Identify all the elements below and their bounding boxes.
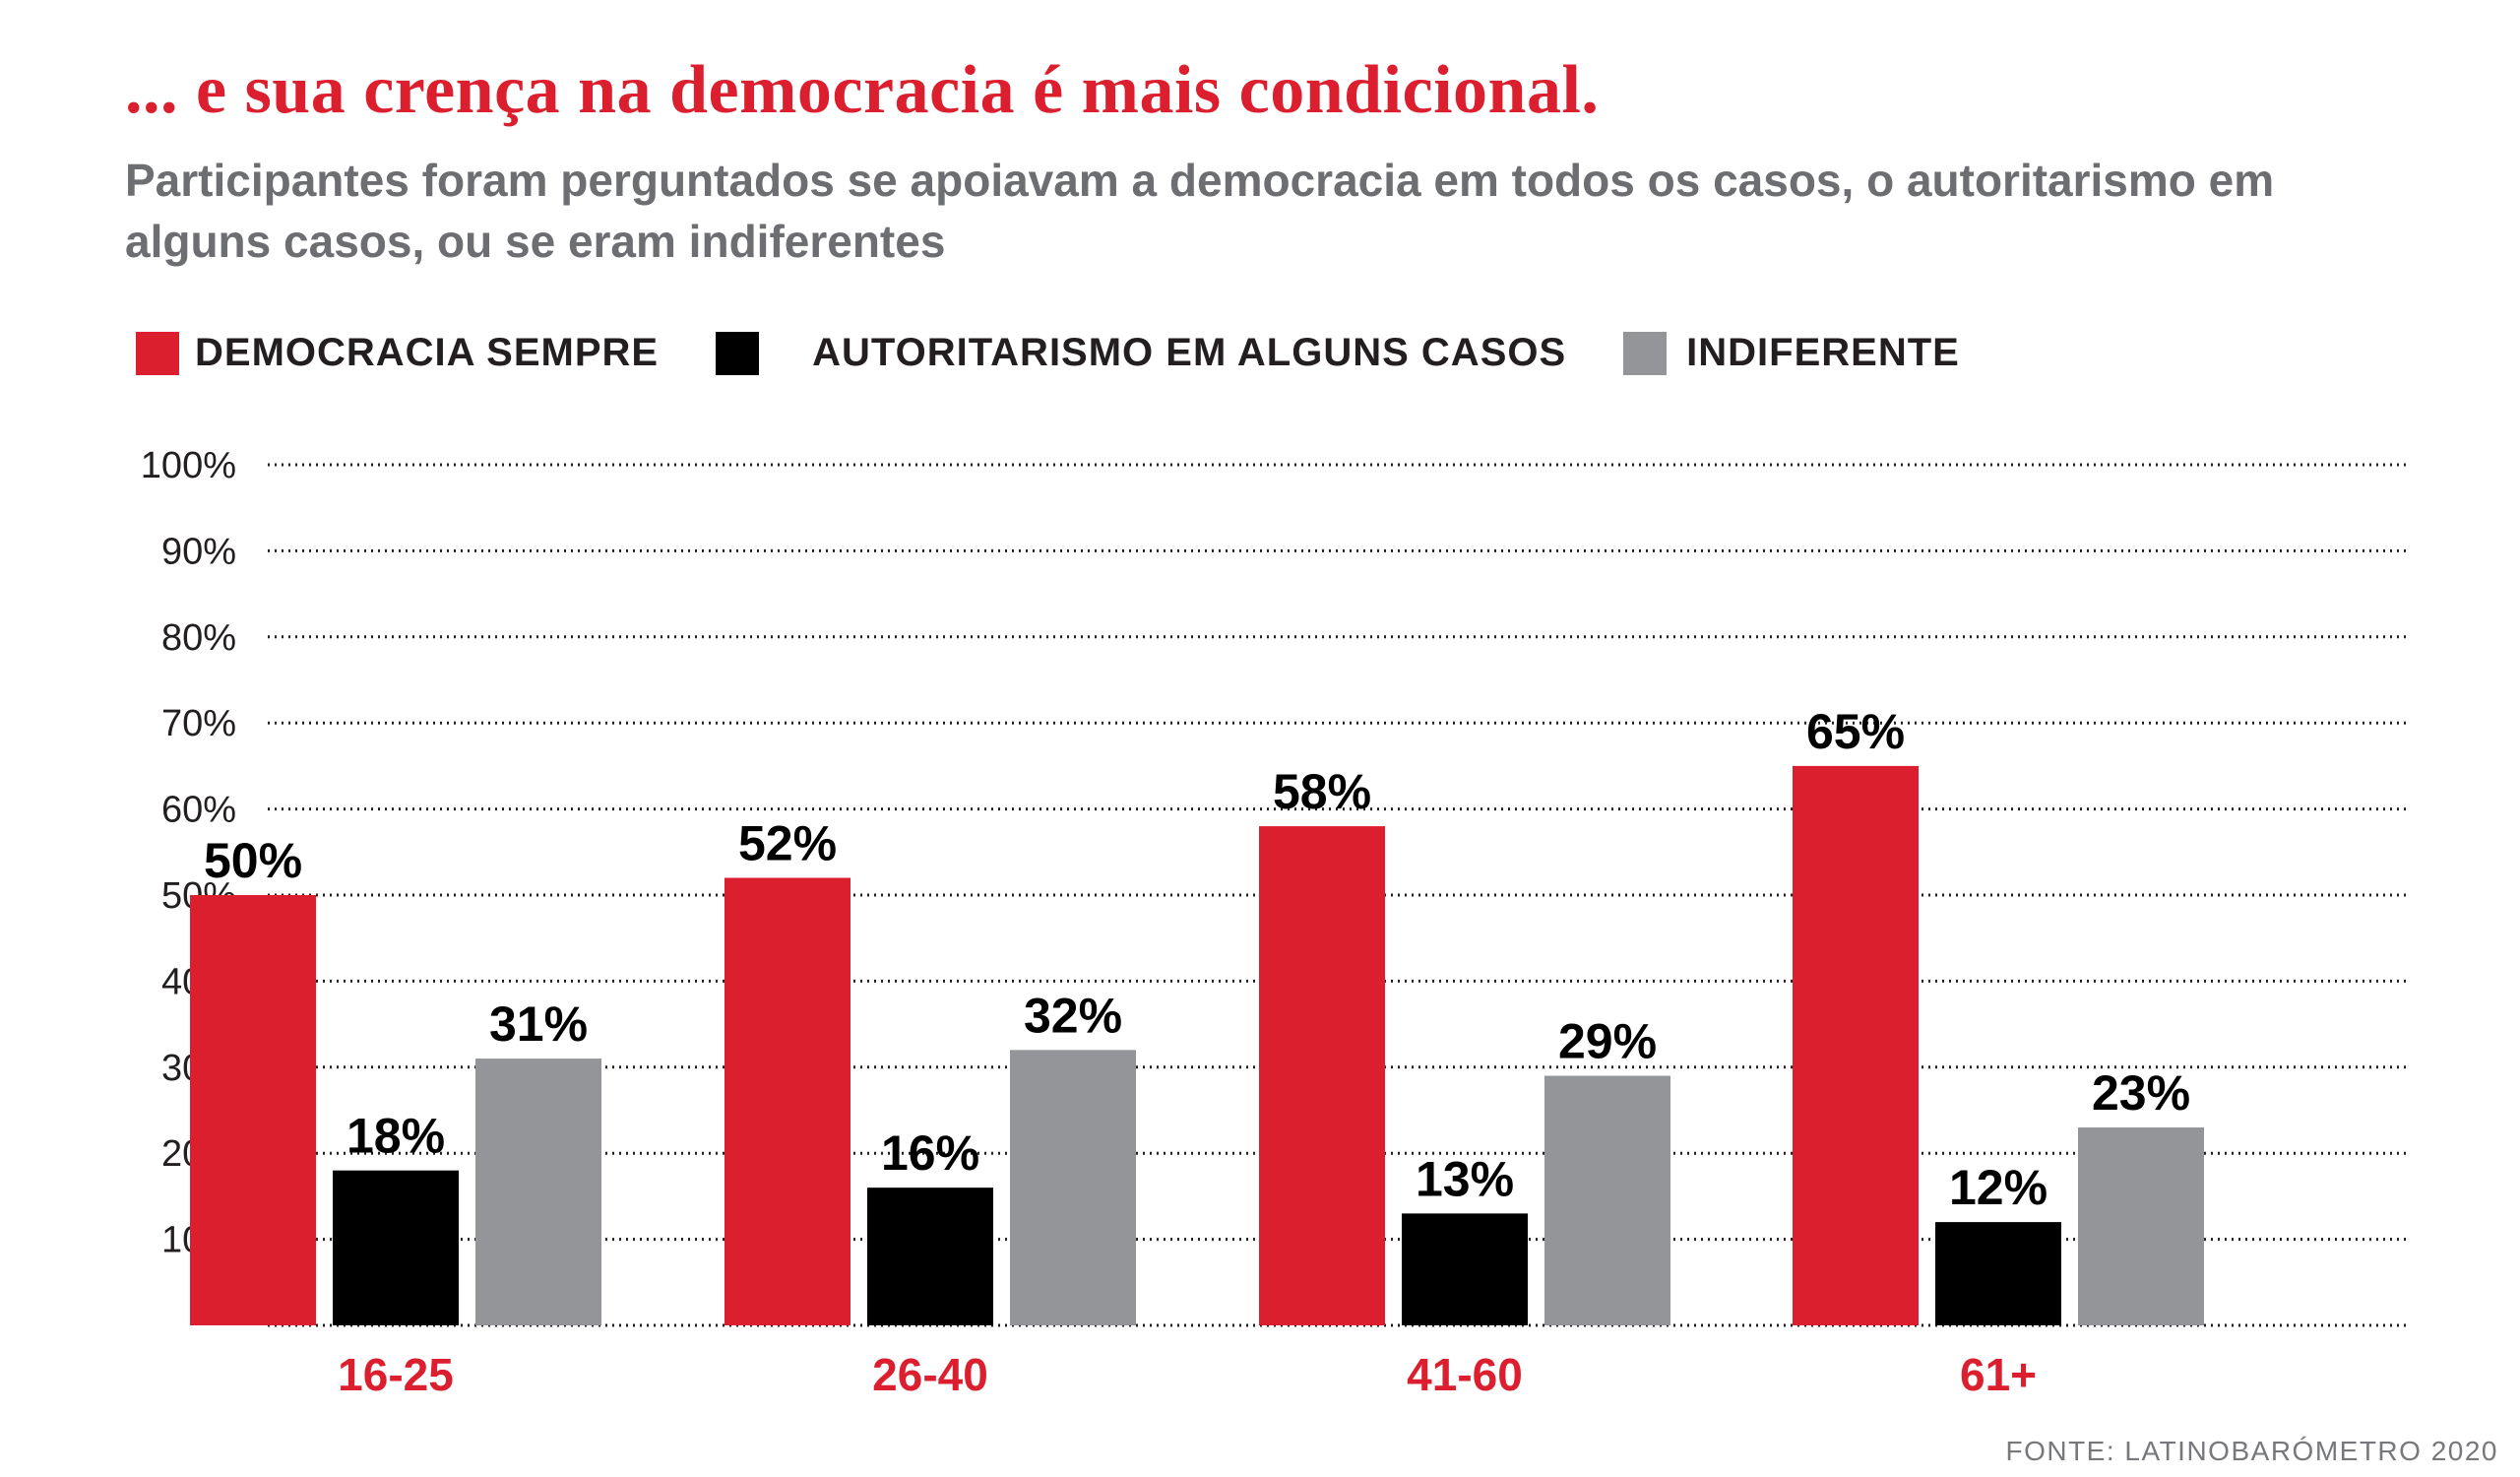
x-tick-label: 41-60 [1407,1349,1523,1400]
bar [2078,1126,2204,1325]
bar [190,895,316,1325]
data-label: 13% [1416,1151,1514,1206]
y-tick-label: 60% [161,790,236,831]
legend-item-autoritarismo: AUTORITARISMO EM ALGUNS CASOS [716,331,1566,375]
bar [867,1188,993,1325]
data-label: 58% [1273,764,1371,819]
data-label: 18% [346,1109,445,1164]
legend-swatch-indiferente [1623,331,1668,375]
data-label: 12% [1949,1160,2048,1215]
bar [724,877,850,1325]
data-label: 16% [881,1125,979,1181]
data-label: 50% [204,833,302,888]
chart-title: ... e sua crença na democracia é mais co… [125,52,1600,128]
legend-swatch-democracia [136,331,179,375]
data-label: 29% [1558,1014,1657,1069]
chart-legend: DEMOCRACIA SEMPRE AUTORITARISMO EM ALGUN… [136,331,2017,375]
legend-item-democracia: DEMOCRACIA SEMPRE [136,331,659,375]
bar [333,1170,459,1325]
data-label: 52% [738,816,837,871]
data-label: 32% [1024,988,1122,1043]
x-tick-label: 26-40 [872,1349,988,1400]
source-note: FONTE: LATINOBARÓMETRO 2020 [2005,1436,2498,1466]
bar [475,1059,601,1325]
x-tick-label: 16-25 [338,1349,454,1400]
bar [1935,1222,2061,1325]
bar [1010,1050,1136,1325]
y-tick-label: 100% [141,445,236,486]
legend-swatch-autoritarismo [716,331,760,375]
data-label: 65% [1806,704,1905,759]
y-tick-label: 80% [161,617,236,659]
bar [1402,1213,1528,1325]
data-label: 31% [489,996,588,1052]
chart-subtitle: Participantes foram perguntados se apoia… [125,155,2275,267]
legend-item-indiferente: INDIFERENTE [1623,331,1960,375]
x-tick-label: 61+ [1960,1349,2037,1400]
bar [1793,765,1919,1325]
bar [1544,1075,1670,1325]
data-label: 23% [2092,1065,2190,1121]
y-tick-label: 70% [161,703,236,744]
legend-label-democracia: DEMOCRACIA SEMPRE [195,331,660,374]
y-tick-label: 90% [161,531,236,572]
legend-label-autoritarismo: AUTORITARISMO EM ALGUNS CASOS [812,331,1567,374]
legend-label-indiferente: INDIFERENTE [1686,331,1960,374]
bar [1259,826,1385,1325]
